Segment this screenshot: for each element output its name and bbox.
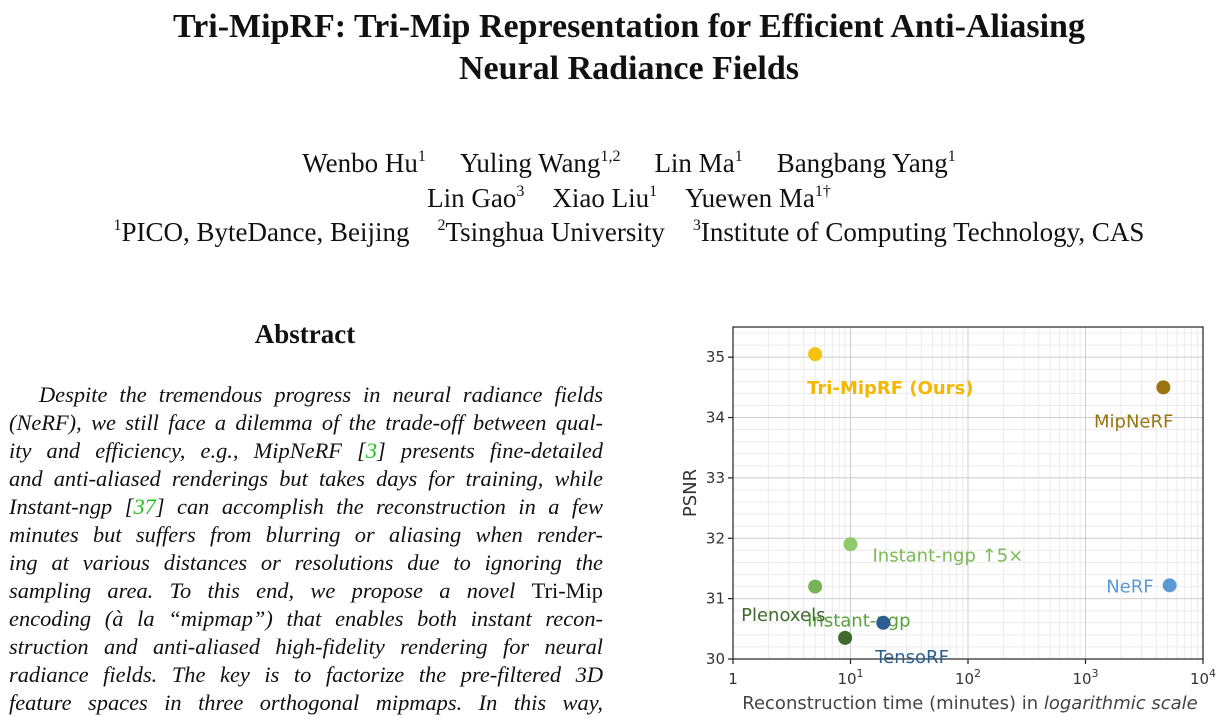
- affiliation-superscript: 3: [692, 217, 701, 234]
- author-superscript: 1: [947, 148, 956, 165]
- author-name: Xiao Liu: [552, 183, 650, 213]
- affiliation-superscript: 1: [113, 217, 122, 234]
- psnr-vs-time-chart: 30 31 32 33 34 35 1 101 102 103 104 PSNR Reconstruct…: [668, 314, 1230, 717]
- abstract-segment: and anti-aliased renderings but takes da…: [9, 466, 603, 491]
- data-point-label: Instant-ngp ↑5×: [873, 545, 1024, 566]
- data-point-label: Tri-MipRF (Ours): [807, 378, 973, 399]
- author-superscript: 1: [734, 148, 743, 165]
- y-tick-label: 30: [706, 650, 725, 668]
- y-axis-label: PSNR: [680, 469, 701, 517]
- author: Lin Gao3: [427, 183, 524, 213]
- author-superscript: 1†: [814, 183, 831, 200]
- data-point: [843, 537, 858, 552]
- abstract-segment: Despite the tremendous progress in neura…: [39, 382, 603, 407]
- affiliation: 3Institute of Computing Technology, CAS: [693, 217, 1145, 247]
- affiliation-list: 1PICO, ByteDance, Beijing 2Tsinghua Unive…: [0, 215, 1230, 249]
- author-name: Lin Ma: [654, 148, 735, 178]
- y-tick-label: 35: [706, 348, 725, 366]
- x-tick-label: 104: [1190, 667, 1216, 688]
- author-superscript: 1: [417, 148, 426, 165]
- author-name: Lin Gao: [427, 183, 517, 213]
- abstract-text: Despite the tremendous progress in neura…: [9, 381, 603, 717]
- author: Bangbang Yang1: [777, 148, 956, 178]
- abstract-segment: (NeRF), we still face a dilemma of the t…: [9, 410, 603, 435]
- author-name: Wenbo Hu: [302, 148, 418, 178]
- author: Yuling Wang1,2: [460, 148, 621, 178]
- abstract-line: feature spaces in three orthogonal mipma…: [9, 689, 603, 717]
- author-list-line-1: Wenbo Hu1 Yuling Wang1,2 Lin Ma1 Bangbang Y…: [0, 146, 1230, 180]
- abstract-segment: ] presents fine-detailed: [377, 438, 603, 463]
- affiliation: 2Tsinghua University: [438, 217, 665, 247]
- abstract-segment: struction and anti-aliased high-fidelity…: [9, 634, 603, 659]
- citation-link[interactable]: 3: [365, 438, 378, 463]
- author-name: Bangbang Yang: [776, 148, 948, 178]
- author: Wenbo Hu1: [302, 148, 426, 178]
- affiliation-name: Institute of Computing Technology, CAS: [700, 217, 1145, 247]
- abstract-segment: radiance fields. The key is to factorize…: [9, 662, 603, 687]
- data-point: [808, 347, 823, 362]
- abstract-line: radiance fields. The key is to factorize…: [9, 661, 603, 689]
- data-point: [808, 579, 823, 594]
- title-line-1: Tri-MipRF: Tri-Mip Representation for Ef…: [173, 8, 1085, 45]
- author-superscript: 3: [516, 183, 525, 200]
- abstract-segment: Tri-Mip: [531, 578, 603, 603]
- abstract-segment: sampling area. To this end, we propose a…: [9, 578, 532, 603]
- x-tick-label: 102: [955, 667, 981, 688]
- x-tick-label: 103: [1072, 667, 1098, 688]
- affiliation-name: Tsinghua University: [445, 217, 665, 247]
- abstract-line: encoding (à la “mipmap”) that enables bo…: [9, 605, 603, 633]
- abstract-segment: minutes but suffers from blurring or ali…: [9, 522, 603, 547]
- chart-svg: 30 31 32 33 34 35 1 101 102 103 104 PSNR Reconstruct…: [680, 326, 1216, 714]
- abstract-segment: ] can accomplish the reconstruction in a…: [155, 494, 603, 519]
- author: Yuewen Ma1†: [685, 183, 831, 213]
- affiliation: 1PICO, ByteDance, Beijing: [114, 217, 410, 247]
- affiliation-name: PICO, ByteDance, Beijing: [121, 217, 410, 247]
- abstract-line: sampling area. To this end, we propose a…: [9, 577, 603, 605]
- data-point: [1156, 380, 1171, 395]
- data-point-label: Plenoxels: [741, 605, 825, 626]
- data-point: [838, 630, 853, 645]
- abstract-segment: ity and efficiency, e.g., MipNeRF [: [9, 438, 366, 463]
- x-tick-label: 1: [728, 670, 738, 688]
- author: Lin Ma1: [654, 148, 742, 178]
- y-tick-label: 32: [706, 529, 725, 547]
- abstract-line: (NeRF), we still face a dilemma of the t…: [9, 409, 603, 437]
- citation-link[interactable]: 37: [133, 494, 156, 519]
- data-point: [1162, 578, 1177, 593]
- author-list-line-2: Lin Gao3 Xiao Liu1 Yuewen Ma1†: [0, 181, 1230, 215]
- abstract-segment: encoding (à la “mipmap”) that enables bo…: [9, 606, 603, 631]
- data-point-label: TensoRF: [874, 647, 949, 668]
- affiliation-superscript: 2: [437, 217, 446, 234]
- abstract-segment: Instant-ngp [: [9, 494, 134, 519]
- abstract-line: and anti-aliased renderings but takes da…: [9, 465, 603, 493]
- data-point-label: MipNeRF: [1094, 411, 1173, 432]
- data-point: [876, 615, 891, 630]
- author-superscript: 1,2: [600, 148, 621, 165]
- y-tick-label: 34: [706, 409, 725, 427]
- paper-title: Tri-MipRF: Tri-Mip Representation for Ef…: [0, 6, 1230, 90]
- author-superscript: 1: [649, 183, 658, 200]
- author: Xiao Liu1: [552, 183, 657, 213]
- x-axis-label: Reconstruction time (minutes) in logarit…: [742, 693, 1197, 714]
- y-tick-label: 33: [706, 469, 725, 487]
- abstract-segment: ing at various distances or resolutions …: [9, 550, 603, 575]
- author-name: Yuling Wang: [459, 148, 601, 178]
- data-point-label: NeRF: [1106, 576, 1153, 597]
- abstract-line: ity and efficiency, e.g., MipNeRF [3] pr…: [9, 437, 603, 465]
- author-name: Yuewen Ma: [685, 183, 815, 213]
- title-line-2: Neural Radiance Fields: [459, 50, 799, 87]
- x-tick-label: 101: [837, 667, 863, 688]
- abstract-line: Despite the tremendous progress in neura…: [9, 381, 603, 409]
- abstract-line: minutes but suffers from blurring or ali…: [9, 521, 603, 549]
- abstract-segment: feature spaces in three orthogonal mipma…: [9, 690, 603, 715]
- abstract-line: ing at various distances or resolutions …: [9, 549, 603, 577]
- y-tick-label: 31: [706, 590, 725, 608]
- abstract-line: Instant-ngp [37] can accomplish the reco…: [9, 493, 603, 521]
- abstract-line: struction and anti-aliased high-fidelity…: [9, 633, 603, 661]
- abstract-heading: Abstract: [254, 319, 356, 349]
